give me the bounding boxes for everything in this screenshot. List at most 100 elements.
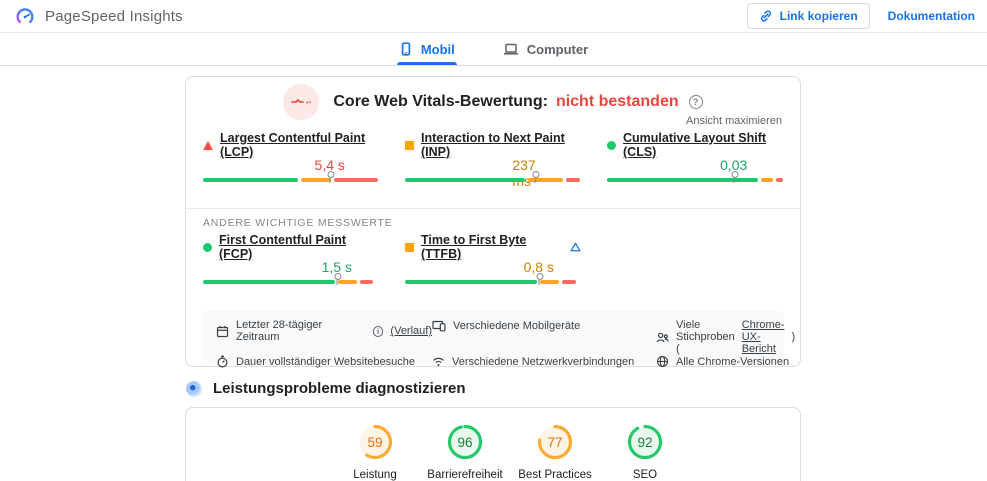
metric-fcp: First Contentful Paint (FCP) 1,5 s bbox=[203, 233, 379, 285]
cwv-header: Core Web Vitals-Bewertung: nicht bestand… bbox=[186, 84, 800, 120]
section-divider bbox=[186, 208, 800, 209]
gauge-performance[interactable]: 59 Leistung bbox=[330, 422, 420, 481]
globe-icon bbox=[656, 355, 669, 368]
tab-mobile[interactable]: Mobil bbox=[396, 33, 457, 65]
gauge-seo[interactable]: 92 SEO bbox=[600, 422, 690, 481]
score-ring-icon bbox=[537, 424, 573, 460]
score-ring-icon bbox=[447, 424, 483, 460]
footnote-versions: Alle Chrome-Versionen bbox=[656, 355, 795, 368]
p75-marker bbox=[730, 171, 739, 183]
p75-marker bbox=[326, 171, 335, 183]
group-icon bbox=[656, 331, 669, 344]
footnote-devices: Verschiedene Mobilgeräte bbox=[432, 319, 656, 332]
status-poor-icon bbox=[203, 140, 213, 150]
score-label: Barrierefreiheit bbox=[427, 469, 503, 481]
metric-lcp: Largest Contentful Paint (LCP) 5,4 s bbox=[203, 131, 379, 183]
link-icon bbox=[759, 9, 773, 23]
metric-ttfb-link[interactable]: Time to First Byte (TTFB) bbox=[421, 233, 527, 261]
p75-marker bbox=[532, 171, 540, 183]
field-data-infobox: Letzter 28-tägiger Zeitraum i (Verlauf) … bbox=[202, 310, 795, 368]
footnote-period-text: Letzter 28-tägiger Zeitraum bbox=[236, 319, 323, 343]
metric-inp: Interaction to Next Paint (INP) 237 ms bbox=[405, 131, 581, 189]
other-metric-row: First Contentful Paint (FCP) 1,5 s Time … bbox=[203, 233, 783, 285]
status-good-icon bbox=[607, 140, 616, 150]
distribution-bar bbox=[405, 171, 581, 183]
diagnose-section-header: Leistungsprobleme diagnostizieren bbox=[186, 380, 466, 397]
top-bar: PageSpeed Insights Link kopieren Dokumen… bbox=[0, 0, 987, 33]
cwv-title: Core Web Vitals-Bewertung: bbox=[333, 93, 548, 110]
tab-desktop[interactable]: Computer bbox=[501, 33, 590, 65]
footnote-visits-text: Dauer vollständiger Websitebesuche bbox=[236, 355, 415, 368]
distribution-bar bbox=[203, 273, 379, 285]
metric-cls-value: 0,03 bbox=[720, 157, 748, 173]
stopwatch-icon bbox=[216, 355, 229, 368]
metric-cls: Cumulative Layout Shift (CLS) 0,03 bbox=[607, 131, 783, 183]
score-value: 92 bbox=[637, 434, 653, 450]
cwv-fail-badge-icon bbox=[283, 84, 320, 120]
p75-marker bbox=[333, 273, 342, 285]
status-average-icon bbox=[405, 242, 414, 252]
copy-link-label: Link kopieren bbox=[779, 9, 858, 23]
copy-link-button[interactable]: Link kopieren bbox=[746, 3, 870, 29]
p75-marker bbox=[535, 273, 544, 285]
distribution-bar bbox=[203, 171, 379, 183]
footnote-versions-text: Alle Chrome-Versionen bbox=[676, 355, 790, 368]
devices-icon bbox=[432, 319, 446, 332]
tab-desktop-label: Computer bbox=[526, 41, 589, 57]
metric-ttfb-value: 0,8 s bbox=[523, 259, 554, 275]
metric-fcp-value: 1,5 s bbox=[321, 259, 352, 275]
history-link[interactable]: (Verlauf) bbox=[390, 325, 432, 337]
documentation-link[interactable]: Dokumentation bbox=[887, 9, 975, 23]
footnote-samples-close: ) bbox=[791, 331, 796, 343]
experimental-icon[interactable] bbox=[570, 242, 581, 252]
calendar-icon bbox=[216, 325, 229, 338]
metric-fcp-link[interactable]: First Contentful Paint (FCP) bbox=[219, 233, 347, 261]
help-icon[interactable]: ? bbox=[688, 95, 703, 109]
device-tabbar: Mobil Computer bbox=[0, 33, 987, 66]
distribution-bar bbox=[607, 171, 783, 183]
metric-lcp-link[interactable]: Largest Contentful Paint (LCP) bbox=[220, 131, 366, 159]
laptop-icon bbox=[503, 42, 519, 56]
footnote-period: Letzter 28-tägiger Zeitraum i (Verlauf) bbox=[216, 319, 432, 343]
footnote-samples: Viele Stichproben (Chrome-UX-Bericht) bbox=[656, 319, 795, 355]
gauge-row: 59 Leistung 96 Barrierefreiheit 77 bbox=[186, 408, 800, 481]
score-label: Leistung bbox=[353, 469, 397, 481]
distribution-bar bbox=[405, 273, 581, 285]
top-actions: Link kopieren Dokumentation bbox=[746, 3, 975, 29]
crux-report-link[interactable]: Chrome-UX-Bericht bbox=[741, 319, 785, 355]
info-icon[interactable]: i bbox=[372, 325, 384, 337]
expand-view-link[interactable]: Ansicht maximieren bbox=[686, 115, 782, 127]
metric-ttfb: Time to First Byte (TTFB) 0,8 s bbox=[405, 233, 581, 285]
app-title: PageSpeed Insights bbox=[45, 7, 183, 25]
status-good-icon bbox=[203, 242, 212, 252]
score-value: 77 bbox=[547, 434, 563, 450]
gauge-best-practices[interactable]: 77 Best Practices bbox=[510, 422, 600, 481]
score-value: 59 bbox=[367, 434, 383, 450]
gauge-accessibility[interactable]: 96 Barrierefreiheit bbox=[420, 422, 510, 481]
status-average-icon bbox=[405, 140, 414, 150]
metric-cls-link[interactable]: Cumulative Layout Shift (CLS) bbox=[623, 131, 767, 159]
metric-lcp-value: 5,4 s bbox=[314, 157, 345, 173]
footnote-samples-text: Viele Stichproben ( bbox=[676, 319, 735, 355]
footnote-network: Verschiedene Netzwerkverbindungen bbox=[432, 355, 656, 368]
score-value: 96 bbox=[457, 434, 473, 450]
brand-home-link[interactable]: PageSpeed Insights bbox=[14, 5, 183, 27]
diagnose-title: Leistungsprobleme diagnostizieren bbox=[213, 380, 466, 397]
score-label: SEO bbox=[632, 469, 658, 481]
footnote-network-text: Verschiedene Netzwerkverbindungen bbox=[452, 355, 635, 368]
metric-inp-link[interactable]: Interaction to Next Paint (INP) bbox=[421, 131, 565, 159]
phone-icon bbox=[399, 42, 413, 56]
score-label: Best Practices bbox=[518, 469, 592, 481]
core-web-vitals-card: Core Web Vitals-Bewertung: nicht bestand… bbox=[185, 76, 801, 368]
footnote-visits: Dauer vollständiger Websitebesuche bbox=[216, 355, 432, 368]
lab-gauge-icon bbox=[186, 380, 202, 397]
score-ring-icon bbox=[357, 424, 393, 460]
wifi-icon bbox=[432, 355, 445, 368]
category-scores-card: 59 Leistung 96 Barrierefreiheit 77 bbox=[185, 407, 801, 481]
cwv-verdict: nicht bestanden bbox=[555, 93, 679, 110]
footnote-devices-text: Verschiedene Mobilgeräte bbox=[453, 319, 581, 332]
other-metrics-label: ANDERE WICHTIGE MESSWERTE bbox=[203, 217, 393, 229]
pagespeed-logo-icon bbox=[14, 5, 36, 27]
score-ring-icon bbox=[627, 424, 663, 460]
tab-mobile-label: Mobil bbox=[420, 41, 455, 57]
